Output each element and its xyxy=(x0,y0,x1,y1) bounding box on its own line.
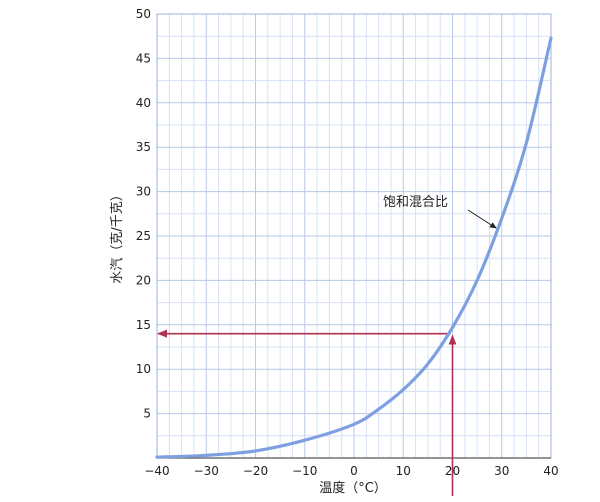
curve-label-leader xyxy=(467,209,497,229)
y-tick-label: 40 xyxy=(136,96,151,110)
y-tick-label: 5 xyxy=(143,407,151,421)
x-tick-label: 40 xyxy=(543,464,558,478)
x-tick-label: −40 xyxy=(144,464,169,478)
y-tick-label: 35 xyxy=(136,140,151,154)
y-tick-label: 10 xyxy=(136,362,151,376)
tick-labels: −40 −30 −20 −10 0 10 20 30 40 5 10 15 20 25 30 35 40 45 50 xyxy=(136,7,559,478)
x-axis-title: 温度（°C） xyxy=(319,480,387,496)
x-tick-label: 10 xyxy=(396,464,411,478)
x-tick-label: 0 xyxy=(350,464,358,478)
x-tick-label: 30 xyxy=(494,464,509,478)
y-tick-label: 50 xyxy=(136,7,151,21)
grid xyxy=(156,13,552,459)
series-group xyxy=(155,36,553,459)
saturation-curve xyxy=(155,36,553,459)
reference-arrows xyxy=(157,329,457,496)
axes xyxy=(156,13,552,459)
x-tick-label: −10 xyxy=(292,464,317,478)
x-tick-label: −30 xyxy=(194,464,219,478)
x-tick-label: 20 xyxy=(445,464,460,478)
y-tick-label: 45 xyxy=(136,51,151,65)
y-tick-label: 30 xyxy=(136,185,151,199)
curve-label: 饱和混合比 xyxy=(383,195,448,210)
y-tick-label: 15 xyxy=(136,318,151,332)
y-tick-label: 25 xyxy=(136,229,151,243)
y-axis-title: 水汽（克/千克） xyxy=(110,188,125,283)
y-tick-label: 20 xyxy=(136,273,151,287)
x-tick-label: −20 xyxy=(243,464,268,478)
